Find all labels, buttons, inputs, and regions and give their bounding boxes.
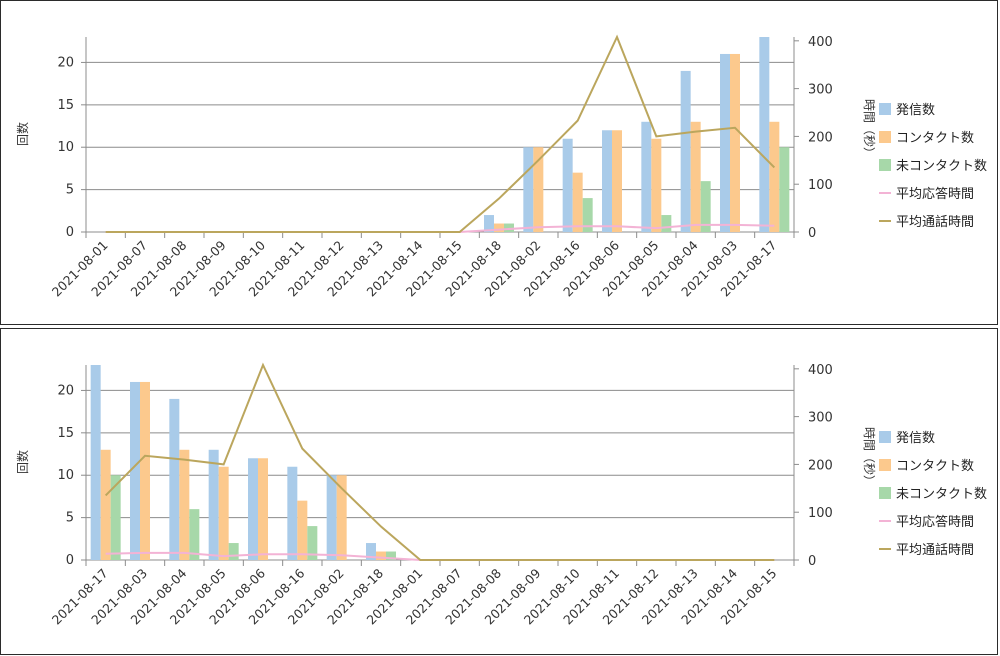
bar-発信数 bbox=[602, 130, 612, 232]
legend-label: 未コンタクト数 bbox=[896, 159, 987, 174]
bar-発信数 bbox=[209, 450, 219, 560]
bar-コンタクト数 bbox=[691, 122, 701, 232]
bar-コンタクト数 bbox=[651, 139, 661, 232]
bar-コンタクト数 bbox=[258, 458, 268, 560]
legend-label: 未コンタクト数 bbox=[896, 487, 987, 502]
bar-未コンタクト数 bbox=[779, 147, 789, 232]
right-tick-label: 0 bbox=[808, 226, 816, 241]
bar-発信数 bbox=[720, 54, 730, 232]
right-tick-label: 100 bbox=[808, 506, 833, 521]
bar-コンタクト数 bbox=[219, 467, 229, 560]
left-tick-label: 15 bbox=[57, 426, 74, 441]
bar-コンタクト数 bbox=[179, 450, 189, 560]
bar-発信数 bbox=[759, 37, 769, 232]
bar-未コンタクト数 bbox=[229, 543, 239, 560]
right-tick-label: 300 bbox=[808, 411, 833, 426]
bar-コンタクト数 bbox=[140, 382, 150, 560]
bar-発信数 bbox=[287, 467, 297, 560]
bar-コンタクト数 bbox=[297, 501, 307, 560]
legend-label: 発信数 bbox=[896, 103, 935, 118]
bar-発信数 bbox=[248, 458, 258, 560]
chart-2: 051015200100200300400回数時間（秒）2021-08-1720… bbox=[1, 329, 999, 656]
chart-1: 051015200100200300400回数時間（秒）2021-08-0120… bbox=[1, 1, 999, 326]
legend-label: 平均通話時間 bbox=[896, 542, 974, 558]
right-tick-label: 400 bbox=[808, 363, 833, 378]
legend-swatch bbox=[879, 159, 891, 171]
bar-発信数 bbox=[641, 122, 651, 232]
legend-label: 発信数 bbox=[896, 431, 935, 446]
legend-swatch bbox=[879, 487, 891, 499]
y2-axis-title: 時間（秒） bbox=[862, 99, 876, 159]
bar-未コンタクト数 bbox=[504, 224, 514, 232]
right-tick-label: 200 bbox=[808, 130, 833, 145]
bar-未コンタクト数 bbox=[661, 215, 671, 232]
left-tick-label: 0 bbox=[66, 553, 74, 568]
bar-コンタクト数 bbox=[769, 122, 779, 232]
y-axis-title: 回数 bbox=[15, 450, 30, 474]
bar-発信数 bbox=[563, 139, 573, 232]
bar-コンタクト数 bbox=[730, 54, 740, 232]
legend-label: コンタクト数 bbox=[896, 459, 974, 474]
bar-未コンタクト数 bbox=[189, 509, 199, 560]
right-tick-label: 200 bbox=[808, 458, 833, 473]
y-axis-title: 回数 bbox=[15, 122, 30, 146]
line-平均通話時間 bbox=[106, 37, 775, 232]
line-平均通話時間 bbox=[106, 365, 775, 560]
legend-label: 平均応答時間 bbox=[896, 186, 974, 202]
left-tick-label: 15 bbox=[57, 98, 74, 113]
bar-発信数 bbox=[130, 382, 140, 560]
bar-発信数 bbox=[681, 71, 691, 232]
bar-コンタクト数 bbox=[573, 173, 583, 232]
legend-swatch bbox=[879, 103, 891, 115]
bar-発信数 bbox=[91, 365, 101, 560]
left-tick-label: 20 bbox=[57, 55, 74, 70]
right-tick-label: 300 bbox=[808, 83, 833, 98]
legend-label: 平均応答時間 bbox=[896, 514, 974, 530]
left-tick-label: 5 bbox=[66, 511, 74, 526]
right-tick-label: 100 bbox=[808, 178, 833, 193]
y2-axis-title: 時間（秒） bbox=[862, 427, 876, 487]
line-平均応答時間 bbox=[106, 225, 775, 232]
line-平均応答時間 bbox=[106, 553, 775, 560]
left-tick-label: 20 bbox=[57, 383, 74, 398]
left-tick-label: 10 bbox=[57, 140, 74, 155]
left-tick-label: 5 bbox=[66, 183, 74, 198]
legend-swatch bbox=[879, 459, 891, 471]
legend-label: 平均通話時間 bbox=[896, 214, 974, 230]
legend-swatch bbox=[879, 131, 891, 143]
left-tick-label: 0 bbox=[66, 225, 74, 240]
bar-発信数 bbox=[327, 475, 337, 560]
bar-発信数 bbox=[169, 399, 179, 560]
right-tick-label: 0 bbox=[808, 554, 816, 569]
bar-発信数 bbox=[523, 147, 533, 232]
bar-コンタクト数 bbox=[612, 130, 622, 232]
legend-swatch bbox=[879, 431, 891, 443]
legend-label: コンタクト数 bbox=[896, 131, 974, 146]
left-tick-label: 10 bbox=[57, 468, 74, 483]
right-tick-label: 400 bbox=[808, 35, 833, 50]
bar-コンタクト数 bbox=[101, 450, 111, 560]
